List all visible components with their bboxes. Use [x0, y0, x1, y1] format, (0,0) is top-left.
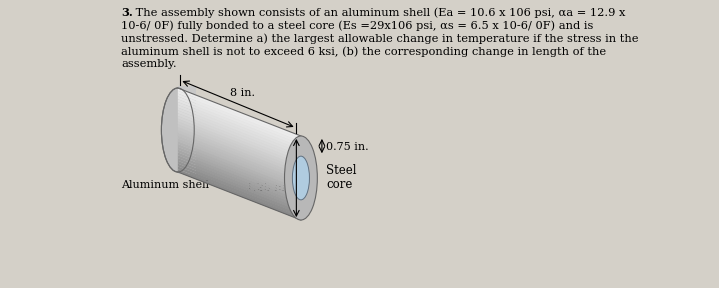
Polygon shape [178, 158, 301, 209]
Polygon shape [178, 161, 301, 212]
Polygon shape [178, 149, 301, 200]
Polygon shape [178, 169, 301, 220]
Polygon shape [178, 94, 301, 144]
Polygon shape [178, 88, 301, 139]
Polygon shape [178, 124, 301, 175]
Polygon shape [178, 91, 301, 142]
Polygon shape [178, 152, 301, 203]
Text: 10-6/ 0F) fully bonded to a steel core (Es =29x106 psi, αs = 6.5 x 10-6/ 0F) and: 10-6/ 0F) fully bonded to a steel core (… [122, 20, 594, 31]
Polygon shape [178, 144, 301, 195]
Polygon shape [178, 110, 301, 161]
Polygon shape [178, 136, 301, 186]
Polygon shape [178, 161, 301, 212]
Polygon shape [178, 86, 196, 174]
Polygon shape [178, 113, 301, 164]
Polygon shape [178, 141, 301, 192]
Polygon shape [178, 166, 301, 217]
Text: assembly.: assembly. [122, 59, 177, 69]
Polygon shape [178, 99, 301, 150]
Polygon shape [178, 166, 301, 217]
Polygon shape [178, 127, 301, 178]
Text: core: core [326, 177, 353, 190]
Polygon shape [178, 124, 301, 175]
Polygon shape [178, 88, 301, 139]
Polygon shape [178, 133, 301, 184]
Text: The assembly shown consists of an aluminum shell (Ea = 10.6 x 106 psi, αa = 12.9: The assembly shown consists of an alumin… [132, 7, 626, 18]
Polygon shape [178, 105, 301, 156]
Text: Steel: Steel [326, 164, 357, 177]
Polygon shape [178, 133, 301, 184]
Polygon shape [178, 105, 301, 156]
Polygon shape [178, 113, 301, 164]
Polygon shape [178, 139, 301, 189]
Polygon shape [178, 108, 301, 158]
Polygon shape [178, 122, 301, 173]
Text: unstressed. Determine a) the largest allowable change in temperature if the stre: unstressed. Determine a) the largest all… [122, 33, 638, 43]
Polygon shape [178, 147, 301, 198]
Polygon shape [178, 158, 301, 209]
Polygon shape [178, 130, 301, 181]
Polygon shape [178, 130, 301, 181]
Polygon shape [178, 127, 301, 178]
Polygon shape [178, 139, 301, 189]
Polygon shape [178, 102, 301, 153]
Polygon shape [178, 91, 301, 142]
Polygon shape [178, 122, 301, 173]
Polygon shape [178, 96, 301, 147]
Polygon shape [178, 169, 301, 220]
Polygon shape [178, 94, 301, 144]
Polygon shape [178, 110, 301, 161]
Text: Aluminum shell: Aluminum shell [122, 180, 209, 190]
Polygon shape [178, 144, 301, 195]
Polygon shape [178, 136, 301, 186]
Text: 3.: 3. [122, 7, 133, 18]
Polygon shape [178, 96, 301, 147]
Polygon shape [178, 164, 301, 214]
Ellipse shape [285, 136, 317, 220]
Text: 1.25 in.: 1.25 in. [247, 183, 289, 193]
Polygon shape [178, 141, 301, 192]
Polygon shape [178, 149, 301, 200]
Polygon shape [178, 147, 301, 198]
Polygon shape [178, 155, 301, 206]
Polygon shape [178, 152, 301, 203]
Text: 0.75 in.: 0.75 in. [326, 141, 368, 151]
Polygon shape [178, 99, 301, 150]
Polygon shape [178, 164, 301, 214]
Text: aluminum shell is not to exceed 6 ksi, (b) the corresponding change in length of: aluminum shell is not to exceed 6 ksi, (… [122, 46, 606, 56]
Polygon shape [178, 102, 301, 153]
Ellipse shape [293, 156, 309, 200]
Polygon shape [178, 119, 301, 170]
Text: 8 in.: 8 in. [230, 88, 255, 98]
Polygon shape [178, 108, 301, 158]
Ellipse shape [161, 88, 194, 172]
Polygon shape [178, 155, 301, 206]
Polygon shape [178, 116, 301, 167]
Polygon shape [178, 119, 301, 170]
Polygon shape [178, 116, 301, 167]
